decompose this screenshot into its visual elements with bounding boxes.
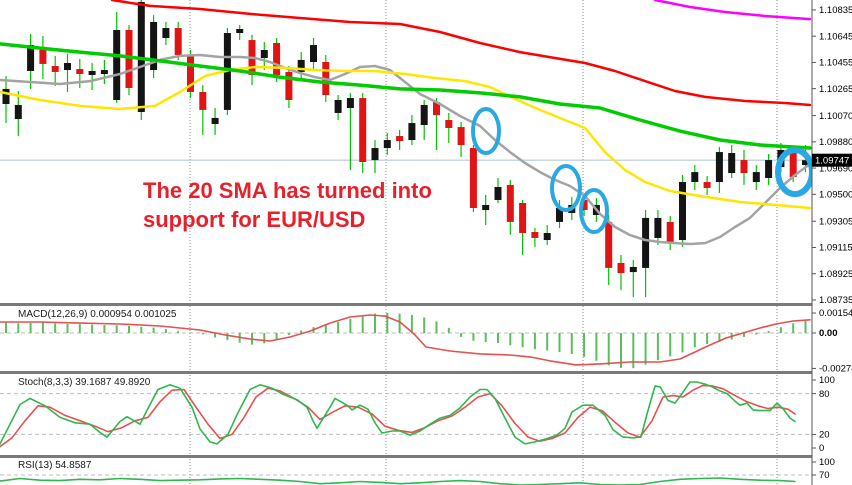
svg-text:0.00: 0.00	[819, 328, 838, 339]
svg-text:1.08735: 1.08735	[819, 295, 852, 306]
svg-text:1.10070: 1.10070	[819, 111, 852, 122]
svg-text:0: 0	[819, 443, 824, 454]
svg-text:1.09305: 1.09305	[819, 216, 852, 227]
svg-text:70: 70	[819, 470, 830, 481]
svg-text:0.001545: 0.001545	[819, 308, 852, 319]
svg-text:1.10265: 1.10265	[819, 84, 852, 95]
sma-slow-line	[653, 0, 812, 21]
svg-text:1.09500: 1.09500	[819, 190, 852, 201]
stoch-indicator-label: Stoch(8,3,3) 39.1687 49.8920	[18, 377, 151, 388]
svg-text:-0.00274: -0.00274	[819, 364, 852, 375]
svg-text:1.10645: 1.10645	[819, 31, 852, 42]
svg-text:1.09115: 1.09115	[819, 243, 852, 254]
rsi-panel[interactable]	[0, 474, 812, 485]
current-price-tag: 1.09747	[812, 153, 852, 167]
svg-text:80: 80	[819, 389, 830, 400]
sma-200-line	[110, 0, 812, 107]
sma-100-line	[0, 42, 812, 150]
chart-annotation-text: The 20 SMA has turned into support for E…	[143, 176, 432, 234]
highlight-ellipse-1[interactable]	[471, 107, 501, 156]
sma-50-line	[0, 65, 812, 210]
svg-text:100: 100	[819, 375, 835, 386]
svg-text:20: 20	[819, 430, 830, 441]
highlight-ellipse-4[interactable]	[775, 147, 812, 198]
svg-text:1.09747: 1.09747	[815, 156, 849, 167]
annotation-line-2: support for EUR/USD	[143, 207, 366, 232]
highlight-ellipse-3[interactable]	[579, 188, 609, 235]
stoch-panel[interactable]	[0, 381, 812, 448]
macd-indicator-label: MACD(12,26,9) 0.000954 0.001025	[18, 309, 177, 320]
svg-text:100: 100	[819, 457, 835, 468]
svg-text:1.10455: 1.10455	[819, 58, 852, 69]
panel-separators	[0, 303, 852, 458]
highlight-ellipse-2[interactable]	[550, 163, 582, 212]
rsi-indicator-label: RSI(13) 54.8587	[18, 460, 92, 471]
macd-panel[interactable]	[0, 312, 812, 369]
svg-text:1.09880: 1.09880	[819, 137, 852, 148]
annotation-line-1: The 20 SMA has turned into	[143, 178, 432, 203]
svg-text:1.09690: 1.09690	[819, 163, 852, 174]
svg-text:1.10835: 1.10835	[819, 5, 852, 16]
price-axis[interactable]: 1.10835 1.10645 1.10455 1.10265 1.10070 1.098…	[811, 0, 852, 485]
svg-text:1.08925: 1.08925	[819, 269, 852, 280]
price-panel[interactable]	[0, 0, 812, 298]
sma-20-line	[0, 53, 812, 246]
